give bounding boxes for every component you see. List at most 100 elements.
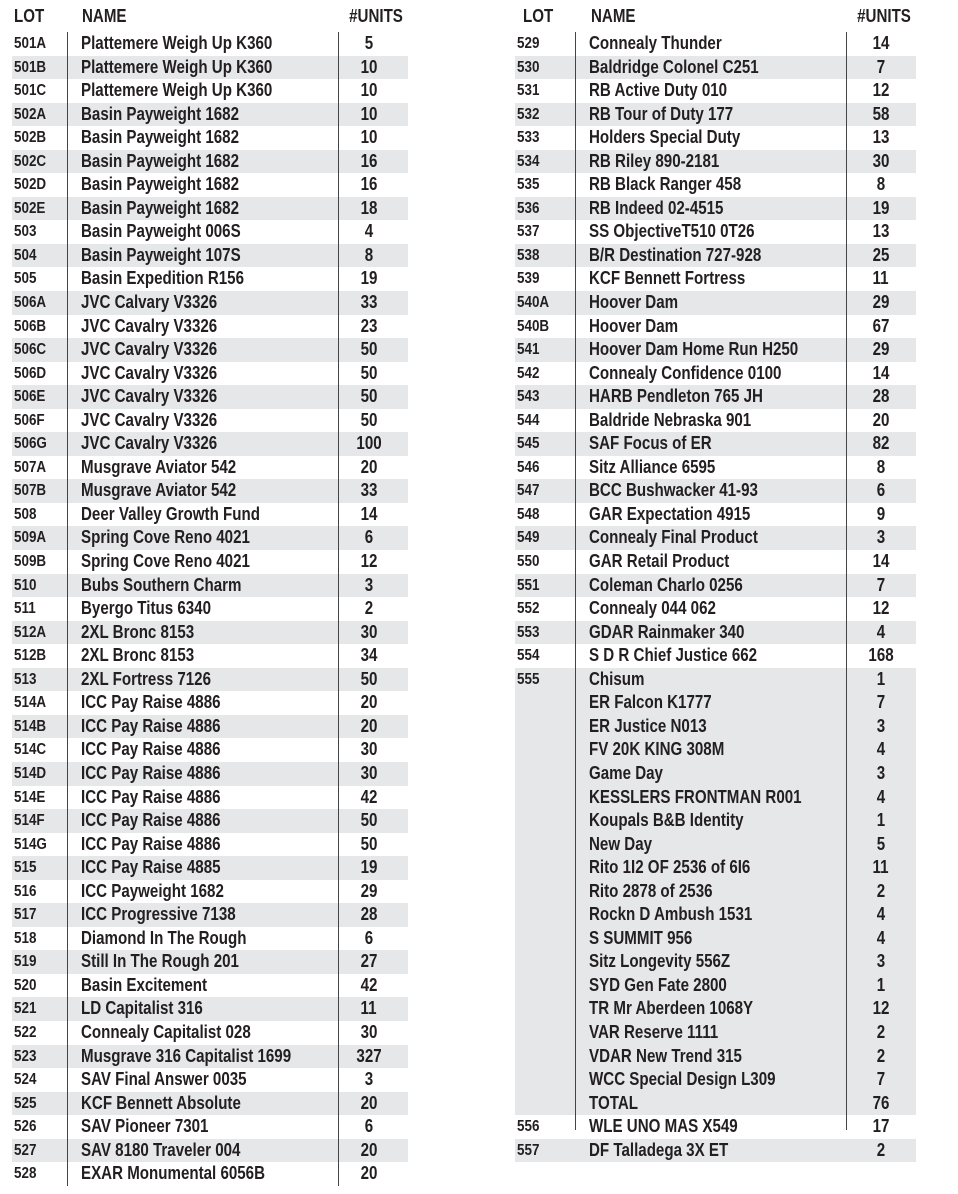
table-row: 552 Connealy 044 062 12: [515, 597, 916, 621]
table-row: 520 Basin Excitement 42: [12, 974, 408, 998]
name-cell: Sitz Longevity 556Z: [589, 950, 757, 974]
name-cell-text: ICC Pay Raise 4886: [81, 739, 221, 760]
name-cell-text: Musgrave Aviator 542: [81, 456, 237, 477]
lot-cell-text: 503: [14, 223, 37, 241]
units-cell-text: 50: [360, 833, 378, 854]
table-row: 557 DF Talladega 3X ET 2: [515, 1138, 916, 1163]
units-cell-text: 6: [876, 480, 886, 501]
table-row: 518 Diamond In The Rough 6: [12, 927, 408, 951]
table-row: 506A JVC Calvary V3326 33: [12, 291, 408, 315]
lot-cell-text: 544: [517, 411, 540, 429]
units-cell: 12: [846, 79, 916, 103]
name-cell: JVC Calvary V3326: [81, 291, 243, 315]
table-row: 515 ICC Pay Raise 4885 19: [12, 856, 408, 880]
table-row: 514C ICC Pay Raise 4886 30: [12, 738, 408, 762]
lot-cell: 514B: [14, 715, 52, 739]
lot-cell-text: 522: [14, 1023, 37, 1041]
table-row: 505 Basin Expedition R156 19: [12, 267, 408, 291]
units-cell: 3: [846, 715, 916, 739]
units-cell-text: 20: [360, 692, 378, 713]
units-cell: 4: [846, 738, 916, 762]
name-cell: ICC Pay Raise 4886: [81, 738, 247, 762]
lot-cell-text: 502D: [14, 176, 47, 194]
units-cell: 4: [846, 621, 916, 645]
table-row: 506E JVC Cavalry V3326 50: [12, 385, 408, 409]
units-cell-text: 2: [876, 880, 886, 901]
name-cell: RB Black Ranger 458: [589, 173, 770, 197]
units-cell-text: 3: [876, 762, 886, 783]
units-cell: 10: [334, 126, 404, 150]
table-body: 501A Plattemere Weigh Up K360 5 501B Plattem…: [12, 32, 408, 1186]
units-cell-text: 16: [360, 174, 378, 195]
units-cell-text: 34: [360, 645, 378, 666]
name-cell-text: Still In The Rough 201: [81, 951, 239, 972]
units-cell: 30: [334, 738, 404, 762]
lot-cell: 519: [14, 950, 41, 974]
units-cell-text: 4: [876, 904, 886, 925]
lot-cell: 514E: [14, 786, 51, 810]
units-cell-text: 9: [876, 503, 886, 524]
table-header: LOT NAME #UNITS: [515, 0, 916, 32]
lot-cell-text: 515: [14, 859, 37, 877]
name-cell-text: RB Riley 890-2181: [589, 150, 720, 171]
units-cell: 19: [334, 856, 404, 880]
name-cell: RB Active Duty 010: [589, 79, 753, 103]
lot-cell-text: 527: [14, 1141, 37, 1159]
column-divider: [846, 32, 847, 1131]
units-cell: 50: [334, 385, 404, 409]
name-cell: ICC Payweight 1682: [81, 880, 251, 904]
units-cell: 3: [846, 762, 916, 786]
units-cell-text: 10: [360, 80, 378, 101]
table-row: 509B Spring Cove Reno 4021 12: [12, 550, 408, 574]
units-cell-text: 13: [872, 127, 890, 148]
units-cell-text: 12: [872, 598, 890, 619]
name-cell-text: Diamond In The Rough: [81, 927, 247, 948]
units-cell: 7: [846, 691, 916, 715]
table-row: 549 Connealy Final Product 3: [515, 526, 916, 551]
name-cell-text: SAV Final Answer 0035: [81, 1069, 247, 1090]
name-cell: Rockn D Ambush 1531: [589, 903, 783, 927]
name-cell: ICC Pay Raise 4885: [81, 856, 247, 880]
units-cell-text: 58: [872, 103, 890, 124]
name-cell: Game Day: [589, 762, 677, 786]
name-cell-text: 2XL Bronc 8153: [81, 621, 195, 642]
units-cell-text: 3: [364, 1069, 374, 1090]
table-row: VDAR New Trend 315 2: [515, 1044, 916, 1069]
units-cell-text: 30: [872, 150, 890, 171]
table-row: 534 RB Riley 890-2181 30: [515, 149, 916, 174]
table-row: 551 Coleman Charlo 0256 7: [515, 573, 916, 598]
lot-cell-text: 548: [517, 505, 540, 523]
name-cell: ICC Pay Raise 4886: [81, 691, 247, 715]
table-row: 525 KCF Bennett Absolute 20: [12, 1091, 408, 1116]
name-cell-text: RB Active Duty 010: [589, 80, 728, 101]
header-lot: LOT: [523, 6, 559, 27]
name-cell: Still In The Rough 201: [81, 950, 269, 974]
lot-cell-text: 519: [14, 953, 37, 971]
units-cell-text: 12: [872, 998, 890, 1019]
name-cell: Chisum: [589, 668, 655, 692]
lot-cell: 502E: [14, 197, 51, 221]
name-cell: Connealy Capitalist 028: [81, 1021, 283, 1045]
lot-cell: 544: [517, 409, 544, 433]
units-cell: 20: [846, 409, 916, 433]
units-cell: 7: [846, 1068, 916, 1092]
name-cell: 2XL Bronc 8153: [81, 644, 216, 668]
name-cell: WCC Special Design L309: [589, 1068, 811, 1092]
table-row: VAR Reserve 1111 2: [515, 1020, 916, 1045]
name-cell-text: ICC Progressive 7138: [81, 904, 236, 925]
table-row: 532 RB Tour of Duty 177 58: [515, 102, 916, 127]
units-cell-text: 4: [876, 621, 886, 642]
name-cell: TOTAL: [589, 1092, 647, 1116]
units-cell: 13: [846, 220, 916, 244]
units-cell: 16: [334, 173, 404, 197]
lot-cell-text: 505: [14, 270, 37, 288]
name-cell: B/R Destination 727-928: [589, 244, 794, 268]
name-cell: Basin Payweight 1682: [81, 173, 269, 197]
lot-cell-text: 510: [14, 576, 37, 594]
units-cell-text: 28: [360, 904, 378, 925]
units-cell: 5: [334, 32, 404, 56]
lot-cell: 547: [517, 479, 544, 503]
units-cell-text: 50: [360, 386, 378, 407]
units-cell-text: 4: [364, 221, 374, 242]
name-cell: ER Justice N013: [589, 715, 729, 739]
